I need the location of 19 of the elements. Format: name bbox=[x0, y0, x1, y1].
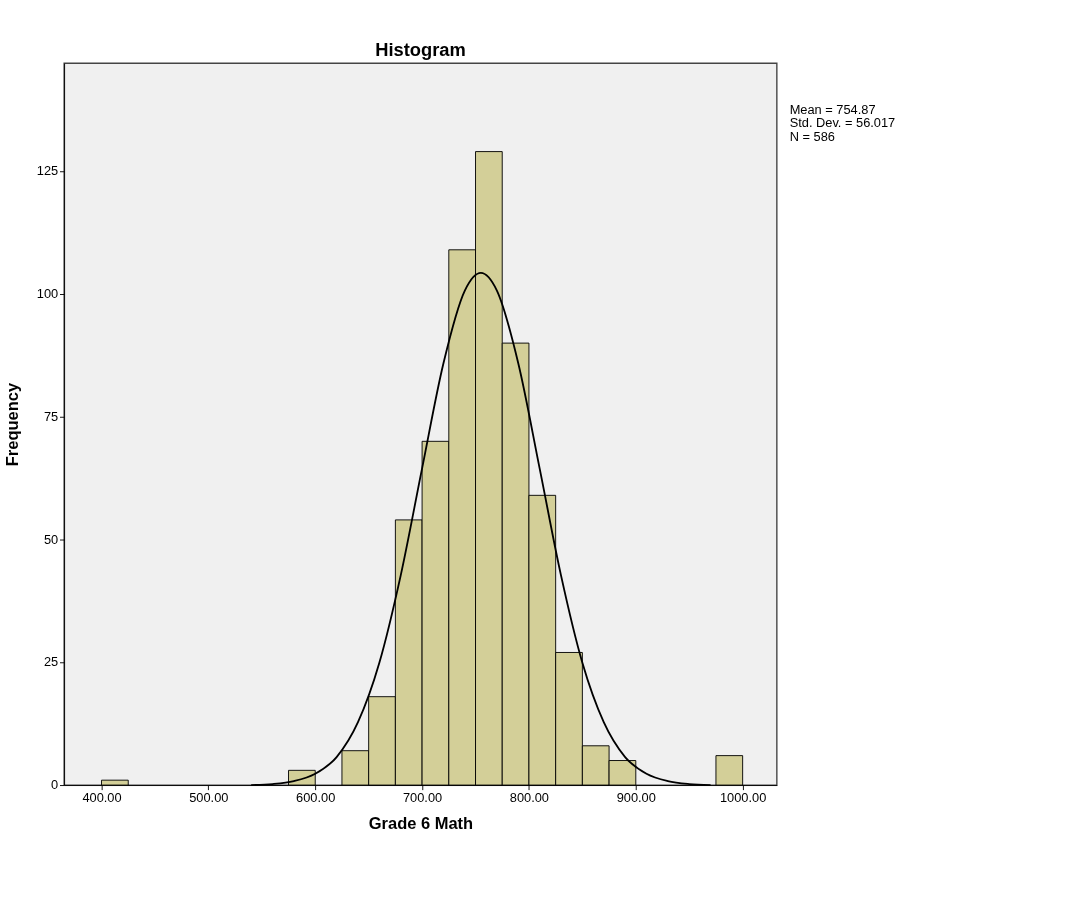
y-tick-label: 50 bbox=[43, 531, 59, 547]
text: Mean = 754.87 bbox=[789, 101, 876, 117]
text: Std. Dev. = 56.017 bbox=[789, 115, 896, 131]
y-tick-label: 25 bbox=[43, 654, 59, 670]
y-tick-label: 125 bbox=[36, 163, 59, 179]
x-tick-label: 800.00 bbox=[509, 790, 550, 806]
y-axis-title: Frequency bbox=[3, 382, 22, 467]
x-tick-label: 900.00 bbox=[616, 790, 656, 806]
text: N = 586 bbox=[789, 129, 835, 145]
y-tick-label: 75 bbox=[43, 408, 59, 424]
x-axis-title: Grade 6 Math bbox=[368, 813, 474, 832]
y-tick-label: 0 bbox=[51, 777, 59, 793]
x-tick-label: 500.00 bbox=[189, 790, 229, 806]
chart-title: Histogram bbox=[375, 38, 466, 60]
x-tick-label: 600.00 bbox=[296, 790, 336, 806]
y-tick-label: 100 bbox=[36, 286, 59, 302]
x-tick-label: 700.00 bbox=[402, 790, 443, 806]
x-tick-label: 400.00 bbox=[82, 790, 122, 806]
x-tick-label: 1000.00 bbox=[719, 790, 767, 806]
